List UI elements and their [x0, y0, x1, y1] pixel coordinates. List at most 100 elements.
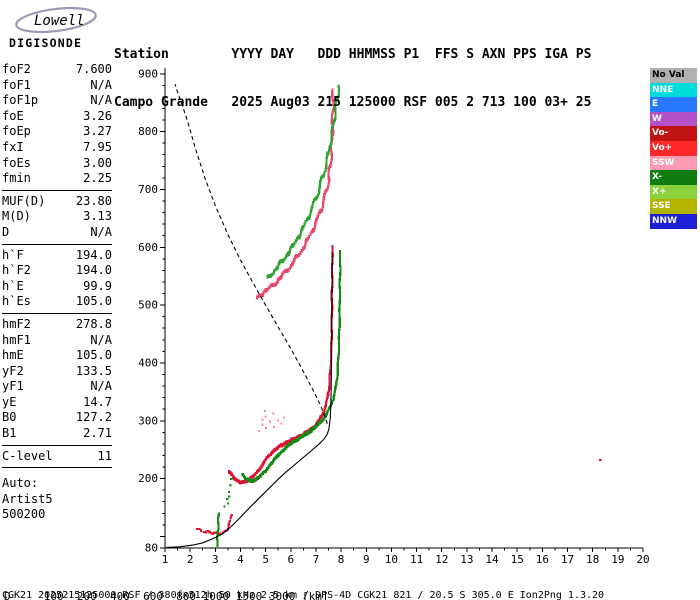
echo-dot [283, 257, 286, 260]
echo-dot [288, 442, 291, 445]
echo-dot [339, 251, 342, 254]
param-value: 11 [97, 448, 112, 463]
panel-separator [2, 189, 112, 191]
echo-dot [294, 436, 297, 439]
echo-dot [334, 101, 337, 104]
echo-dot [339, 294, 342, 297]
echo-dot [260, 474, 263, 477]
echo-dot [282, 260, 285, 263]
echo-dot [296, 256, 299, 259]
echo-dot [280, 445, 283, 448]
echo-dot [338, 319, 341, 322]
echo-dot [330, 120, 333, 123]
echo-dot [338, 260, 341, 263]
logo-text-lowell: Lowell [34, 13, 85, 29]
param-value: 127.2 [75, 410, 112, 425]
echo-dot [332, 110, 335, 113]
param-fxi: fxI 7.95 [2, 140, 112, 156]
echo-dot [260, 466, 263, 469]
echo-dot [273, 459, 276, 462]
echo-dot [273, 448, 276, 451]
echo-dot [328, 181, 331, 184]
echo-dot [217, 521, 220, 524]
echo-dot [275, 456, 278, 459]
echo-dot [263, 469, 266, 472]
echo-dot [248, 478, 251, 481]
echo-dot [264, 468, 267, 471]
echo-dot [323, 409, 326, 412]
param-value: N/A [90, 379, 112, 394]
echo-dot [308, 234, 311, 237]
echo-dot [315, 220, 318, 223]
echo-dot [328, 150, 331, 153]
echo-dot [237, 479, 240, 482]
echo-dot [327, 389, 330, 392]
echo-dot [293, 438, 296, 441]
echo-dot [208, 531, 211, 534]
echo-dot [278, 452, 281, 455]
echo-dot [316, 197, 319, 200]
echo-dot [329, 353, 332, 356]
echo-dot [295, 254, 298, 257]
echo-dot [282, 444, 285, 447]
echo-dot [339, 292, 342, 295]
echo-dot [216, 545, 219, 548]
echo-dot [303, 433, 306, 436]
echo-dot [338, 281, 341, 284]
echo-dot [251, 474, 254, 477]
echo-dot [336, 377, 339, 380]
echo-dot [271, 272, 274, 275]
echo-dot [337, 340, 340, 343]
echo-dot [291, 243, 294, 246]
echo-dot [278, 446, 281, 449]
echo-dot [228, 469, 231, 472]
echo-dot [251, 479, 254, 482]
echo-dot [287, 268, 290, 271]
echo-dot [264, 459, 267, 462]
echo-dot [331, 125, 334, 128]
topside-extrapolation [174, 84, 328, 424]
echo-dot [273, 269, 276, 272]
echo-dot [269, 452, 272, 455]
echo-dot [259, 468, 262, 471]
echo-dot [335, 381, 338, 384]
param-label: h`F [2, 247, 24, 262]
echo-dot [309, 234, 312, 237]
param-value: N/A [90, 93, 112, 108]
echo-dot [331, 99, 334, 102]
echo-dot [266, 288, 269, 291]
param-foe: foE 3.26 [2, 109, 112, 125]
echo-dot [258, 469, 261, 472]
echo-dot [338, 317, 341, 320]
echo-dot [320, 210, 323, 213]
param-hmf2: hmF2 278.8 [2, 317, 112, 333]
echo-dot [269, 273, 272, 276]
echo-dot [302, 436, 305, 439]
echo-dot [283, 443, 286, 446]
echo-dot [338, 253, 341, 256]
echo-dot [202, 531, 205, 534]
echo-dot [229, 517, 232, 520]
param-label: B1 [2, 426, 17, 441]
echo-dot [216, 543, 219, 546]
echo-dot [297, 237, 300, 240]
echo-dot [235, 478, 238, 481]
x-tick-label: 6 [287, 553, 294, 566]
echo-dot [275, 281, 278, 284]
echo-dot [270, 463, 273, 466]
echo-dot [338, 257, 341, 260]
param-ye: yE 14.7 [2, 395, 112, 411]
echo-dot [337, 360, 340, 363]
echo-dot [282, 259, 285, 262]
echo-dot [288, 439, 291, 442]
echo-dot [314, 221, 317, 224]
echo-dot [288, 268, 291, 271]
echo-dot [291, 442, 294, 445]
echo-dot [312, 202, 315, 205]
param-h-f2: h`F2 194.0 [2, 263, 112, 279]
echo-dot [280, 260, 283, 263]
echo-dot [259, 293, 262, 296]
echo-dot [217, 529, 220, 532]
echo-dot [279, 261, 282, 264]
